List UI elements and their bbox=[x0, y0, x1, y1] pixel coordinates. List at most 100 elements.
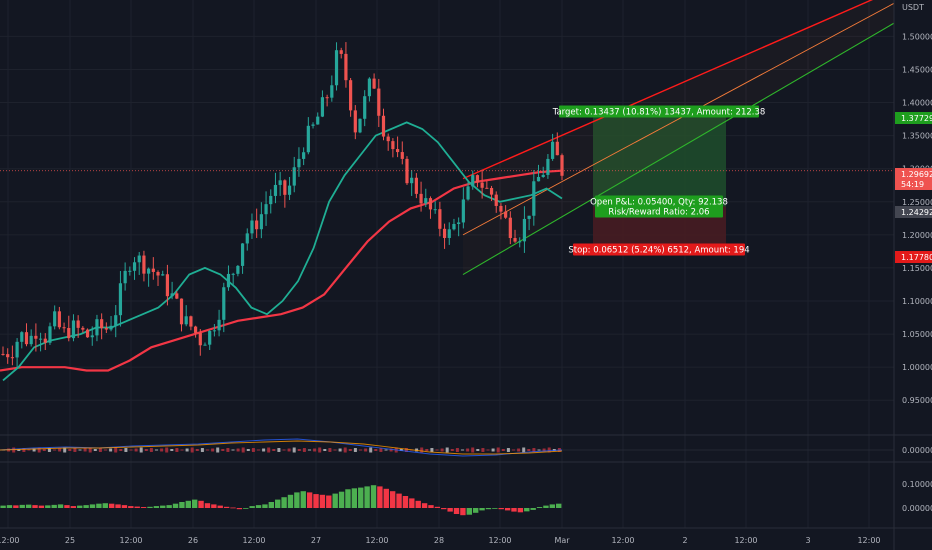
candle-body bbox=[151, 268, 155, 272]
profit-zone[interactable] bbox=[593, 117, 726, 207]
candle-body bbox=[541, 174, 545, 177]
histogram-bar bbox=[338, 491, 345, 508]
candle-body bbox=[287, 185, 292, 195]
macd-bar bbox=[430, 448, 434, 452]
target-price-text: 1.37729 bbox=[901, 114, 932, 123]
histogram-bar bbox=[198, 500, 204, 508]
macd-bar bbox=[129, 449, 133, 451]
candle-body bbox=[367, 78, 372, 97]
candle-body bbox=[142, 255, 146, 274]
macd-bar bbox=[200, 448, 204, 452]
candle-body bbox=[278, 180, 282, 185]
target-label-text: Target: 0.13437 (10.81%) 13437, Amount: … bbox=[552, 108, 766, 118]
candle-body bbox=[85, 329, 90, 338]
macd-bar bbox=[190, 447, 194, 453]
macd-bar bbox=[246, 449, 250, 451]
candle-body bbox=[292, 167, 296, 186]
histogram-bar bbox=[185, 500, 191, 508]
histogram-bar bbox=[32, 505, 38, 508]
macd-bar bbox=[399, 449, 403, 451]
macd-bar bbox=[241, 447, 245, 453]
time-axis[interactable]: 12:00 25 12:00 26 12:00 27 12:00 28 12:00 Mar 12:0… bbox=[0, 536, 881, 545]
macd-bar bbox=[42, 449, 46, 451]
candle-body bbox=[306, 125, 310, 153]
candle-body bbox=[1, 353, 5, 355]
entry-price-text: 1.24292 bbox=[901, 208, 932, 217]
macd-bar bbox=[272, 449, 276, 451]
histogram-bar bbox=[172, 503, 179, 508]
candle-body bbox=[461, 199, 465, 223]
candle-body bbox=[81, 327, 85, 330]
candle-body bbox=[283, 180, 287, 195]
candle-body bbox=[358, 118, 362, 133]
candle-body bbox=[320, 97, 325, 117]
histogram-bar bbox=[211, 504, 217, 508]
histogram-bar bbox=[275, 499, 281, 508]
histogram-bar bbox=[236, 508, 243, 510]
histogram-bar bbox=[383, 488, 389, 508]
price-tick-label: 1.10000 bbox=[902, 297, 932, 306]
stop-label[interactable]: Stop: 0.06512 (5.24%) 6512, Amount: 194 bbox=[568, 243, 750, 256]
candle-body bbox=[212, 330, 216, 332]
histogram-bar bbox=[549, 504, 556, 508]
candle-body bbox=[269, 195, 273, 205]
macd-bar bbox=[517, 448, 521, 452]
histogram-bar bbox=[147, 506, 153, 508]
histogram-bar bbox=[415, 500, 421, 508]
candle-body bbox=[433, 209, 437, 211]
time-tick-label: 25 bbox=[65, 536, 75, 545]
macd-bar bbox=[231, 449, 235, 451]
candle-body bbox=[24, 332, 29, 345]
histogram-bar bbox=[102, 503, 108, 508]
candle-body bbox=[250, 220, 254, 234]
macd-bar bbox=[527, 449, 531, 451]
macd-bar bbox=[47, 448, 51, 452]
candle-body bbox=[189, 316, 193, 327]
open-pl-label[interactable]: Open P&L: 0.05400, Qty: 92.138 Risk/Rewa… bbox=[590, 195, 728, 218]
candle-body bbox=[353, 110, 357, 133]
macd-bar bbox=[139, 447, 143, 453]
histogram-bar bbox=[230, 507, 236, 509]
macd-bar bbox=[496, 447, 500, 453]
macd-bar bbox=[134, 448, 138, 452]
candle-body bbox=[20, 332, 24, 342]
macd-bar bbox=[379, 448, 383, 452]
macd-bar bbox=[53, 449, 56, 451]
macd-bar bbox=[404, 448, 408, 452]
candle-body bbox=[546, 158, 550, 175]
candle-body bbox=[259, 214, 263, 230]
macd-bar bbox=[114, 447, 118, 453]
macd-bar bbox=[292, 447, 296, 453]
time-tick-label: Mar bbox=[554, 536, 570, 545]
histogram-bar bbox=[262, 504, 268, 508]
macd-bar bbox=[170, 449, 174, 451]
macd-bar bbox=[73, 448, 77, 452]
histogram-bar bbox=[83, 505, 89, 508]
price-tick-label: 1.50000 bbox=[902, 32, 932, 41]
histogram-bar bbox=[294, 492, 300, 508]
histogram-bar bbox=[300, 491, 306, 508]
candle-body bbox=[466, 186, 470, 200]
candle-body bbox=[442, 228, 447, 238]
macd-bar bbox=[522, 447, 526, 453]
candle-body bbox=[53, 311, 57, 327]
histogram-bar bbox=[517, 508, 524, 513]
candle-body bbox=[147, 268, 151, 274]
histogram-bar bbox=[191, 499, 198, 508]
histogram-bar bbox=[255, 505, 262, 508]
histogram-pane: 0.10000 0.00000 bbox=[0, 480, 932, 516]
candle-body bbox=[100, 319, 104, 329]
macd-bar bbox=[302, 448, 306, 452]
candle-body bbox=[485, 187, 489, 189]
macd-bar bbox=[353, 448, 357, 452]
channel-lower-line bbox=[462, 22, 895, 276]
channel-upper-line bbox=[462, 0, 874, 180]
candle-body bbox=[273, 184, 278, 196]
macd-bar bbox=[277, 448, 281, 452]
candle-body bbox=[15, 341, 19, 358]
macd-bar bbox=[374, 449, 378, 451]
histogram-bar bbox=[389, 491, 396, 508]
target-label[interactable]: Target: 0.13437 (10.81%) 13437, Amount: … bbox=[552, 105, 766, 118]
hist-tick-label: 0.10000 bbox=[902, 480, 932, 489]
